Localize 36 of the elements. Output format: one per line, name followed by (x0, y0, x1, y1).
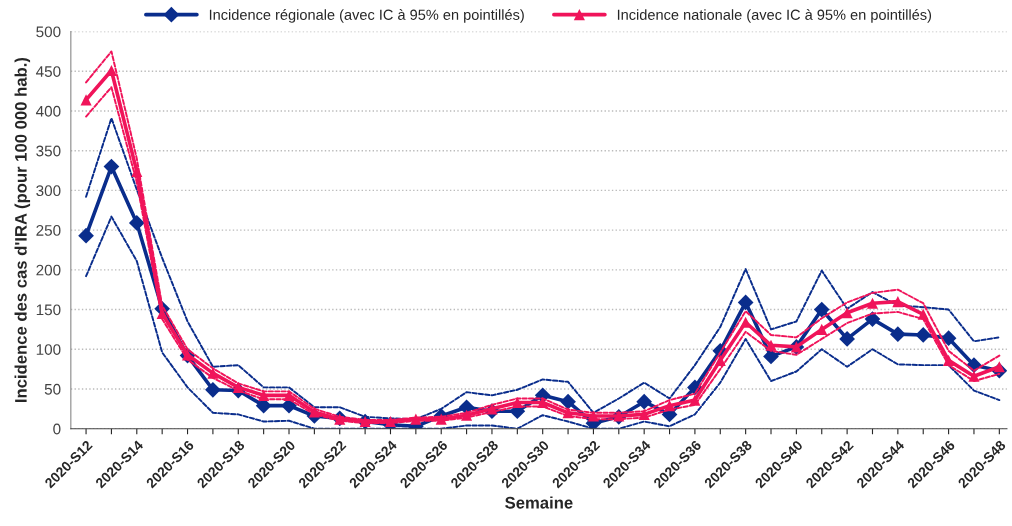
y-tick-label: 200 (36, 264, 61, 276)
y-tick-label: 50 (44, 383, 61, 395)
point (103, 158, 120, 175)
point (78, 227, 94, 244)
y-tick-label: 350 (36, 145, 61, 157)
y-axis-title: Incidence des cas d'IRA (pour 100 000 hab.) (14, 57, 31, 403)
point (940, 330, 957, 346)
point (839, 331, 855, 347)
point (763, 348, 779, 365)
point (714, 354, 726, 366)
point (915, 327, 932, 343)
point (892, 296, 904, 308)
point (864, 311, 881, 327)
point (128, 215, 145, 231)
y-tick-label: 500 (36, 26, 61, 38)
point (80, 94, 92, 106)
y-tick-label: 250 (36, 224, 61, 236)
point (816, 323, 828, 335)
x-axis-title: Semaine (505, 496, 573, 509)
point (737, 294, 754, 311)
point (560, 393, 576, 410)
y-tick-label: 400 (35, 105, 61, 117)
point (866, 297, 879, 309)
point (205, 381, 221, 398)
legend-label: Incidence régionale (avec IC à 95% en pointillés) (209, 9, 524, 23)
y-tick-label: 100 (36, 344, 61, 355)
point (841, 307, 853, 319)
line-series (85, 215, 1001, 429)
point (813, 301, 830, 318)
y-tick-label: 450 (35, 66, 61, 77)
y-tick-label: 150 (36, 304, 61, 316)
y-tick-label: 0 (53, 423, 61, 435)
point (890, 326, 906, 343)
legend-label: Incidence nationale (avec IC à 95% en pointillés) (617, 9, 932, 23)
y-tick-label: 300 (36, 185, 61, 197)
point (636, 393, 653, 410)
